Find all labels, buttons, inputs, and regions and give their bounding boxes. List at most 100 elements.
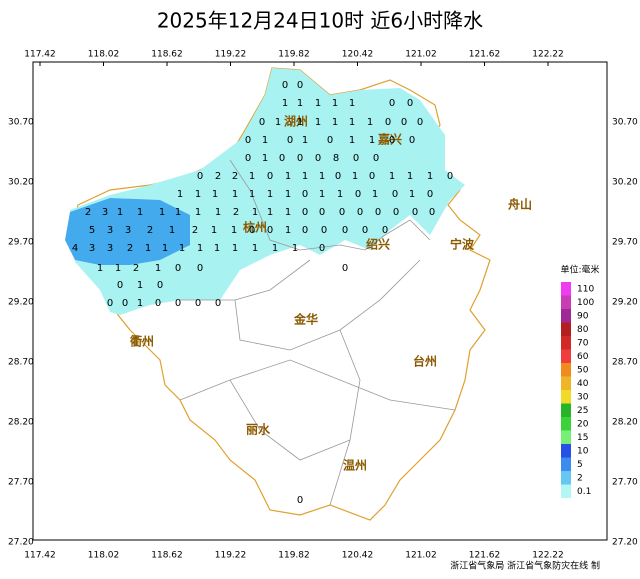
legend-swatch <box>561 430 571 444</box>
station-value: 0 <box>302 189 308 200</box>
station-value: 2 <box>127 243 133 254</box>
boundaries <box>179 159 456 506</box>
station-value: 1 <box>232 189 238 200</box>
lon-label: 119.22 <box>215 551 247 561</box>
city-label: 杭州 <box>243 220 267 235</box>
station-value: 0 <box>287 135 293 146</box>
station-value: 1 <box>197 243 203 254</box>
station-value: 1 <box>285 189 291 200</box>
station-value: 1 <box>372 189 378 200</box>
lon-label: 122.22 <box>532 551 564 561</box>
station-value: 0 <box>389 135 395 146</box>
legend-swatch <box>561 484 571 498</box>
station-value: 1 <box>349 117 355 128</box>
station-value: 1 <box>177 189 183 200</box>
station-value: 1 <box>302 171 308 182</box>
station-value: 1 <box>252 243 258 254</box>
station-value: 1 <box>267 207 273 218</box>
station-value: 0 <box>362 225 368 236</box>
lat-label: 27.70 <box>612 478 638 488</box>
station-value: 1 <box>285 225 291 236</box>
station-value: 1 <box>179 243 185 254</box>
station-value: 0 <box>429 207 435 218</box>
lat-label: 30.20 <box>8 178 34 188</box>
station-value: 1 <box>115 263 121 274</box>
station-value: 1 <box>215 207 221 218</box>
legend-label: 5 <box>577 460 583 470</box>
city-label: 宁波 <box>450 237 475 252</box>
legend-swatch <box>561 390 571 404</box>
lon-label: 119.82 <box>278 50 310 60</box>
station-value: 3 <box>125 225 131 236</box>
lat-label: 28.70 <box>8 358 34 368</box>
station-value: 2 <box>233 207 239 218</box>
station-value: 0 <box>393 207 399 218</box>
legend-label: 20 <box>577 420 589 430</box>
station-value: 2 <box>147 225 153 236</box>
station-value: 0 <box>401 117 407 128</box>
station-value: 0 <box>249 225 255 236</box>
station-value: 1 <box>369 135 375 146</box>
lat-label: 27.20 <box>612 538 638 548</box>
legend-swatch <box>561 457 571 471</box>
station-value: 0 <box>327 135 333 146</box>
lon-label: 117.42 <box>24 551 56 561</box>
legend-swatch <box>561 417 571 431</box>
station-value: 1 <box>195 189 201 200</box>
station-value: 0 <box>373 153 379 164</box>
station-value: 0 <box>259 117 265 128</box>
legend-swatch <box>561 282 571 296</box>
station-value: 1 <box>232 243 238 254</box>
station-value: 1 <box>319 171 325 182</box>
station-value: 0 <box>157 280 163 291</box>
station-value: 0 <box>369 171 375 182</box>
legend-swatch <box>561 349 571 363</box>
station-value: 0 <box>279 153 285 164</box>
station-value: 0 <box>335 171 341 182</box>
lon-label: 117.42 <box>24 50 56 60</box>
station-value: 1 <box>267 189 273 200</box>
legend-swatch <box>561 444 571 458</box>
station-value: 0 <box>282 80 288 91</box>
station-value: 0 <box>353 153 359 164</box>
station-value: 1 <box>349 135 355 146</box>
station-value: 0 <box>267 171 273 182</box>
station-value: 1 <box>97 263 103 274</box>
station-value: 3 <box>102 207 108 218</box>
station-value: 0 <box>389 98 395 109</box>
station-value: 0 <box>375 207 381 218</box>
station-value: 0 <box>267 225 273 236</box>
station-value: 0 <box>175 298 181 309</box>
station-value: 1 <box>315 117 321 128</box>
lon-label: 120.42 <box>342 50 374 60</box>
station-value: 1 <box>249 171 255 182</box>
legend-label: 25 <box>577 406 588 416</box>
lon-label: 120.42 <box>342 551 374 561</box>
city-label: 金华 <box>293 312 318 327</box>
city-label: 台州 <box>413 354 437 369</box>
legend-label: 90 <box>577 312 589 322</box>
city-label: 绍兴 <box>366 237 390 252</box>
lon-label: 122.22 <box>532 50 564 60</box>
legend-label: 50 <box>577 366 589 376</box>
station-value: 2 <box>192 225 198 236</box>
station-value: 1 <box>319 189 325 200</box>
legend-swatch <box>561 403 571 417</box>
station-value: 0 <box>122 298 128 309</box>
station-value: 1 <box>302 135 308 146</box>
lat-label: 27.70 <box>8 478 34 488</box>
station-value: 0 <box>215 298 221 309</box>
lat-label: 29.70 <box>612 238 638 248</box>
station-value: 0 <box>155 298 161 309</box>
station-value: 1 <box>349 98 355 109</box>
station-value: 0 <box>297 80 303 91</box>
station-value: 0 <box>412 207 418 218</box>
station-value: 5 <box>89 225 95 236</box>
station-value: 2 <box>133 263 139 274</box>
station-value: 1 <box>337 189 343 200</box>
station-value: 0 <box>321 225 327 236</box>
station-value: 1 <box>282 98 288 109</box>
city-label: 湖州 <box>284 114 308 129</box>
